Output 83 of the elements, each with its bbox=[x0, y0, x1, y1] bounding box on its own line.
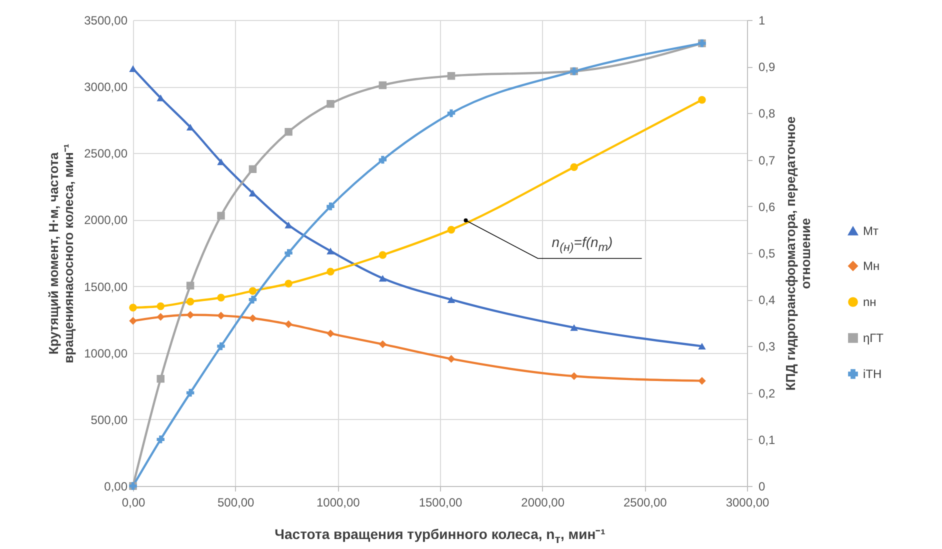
y2-axis-title: КПД гидротрансформатора, передаточное отношение bbox=[783, 116, 814, 391]
y2-tick-label: 0,6 bbox=[758, 200, 776, 214]
legend-label: ηГТ bbox=[863, 331, 884, 345]
point bbox=[129, 304, 137, 312]
x-tick-label: 1500,00 bbox=[418, 496, 463, 510]
point bbox=[217, 342, 225, 350]
legend-label: Мт bbox=[863, 224, 879, 238]
y-tick-label: 500,00 bbox=[90, 412, 128, 427]
y-axis-title: Крутящий момент, Н·м, частота вращениянасосного колеса, мин⁻¹ bbox=[46, 144, 76, 364]
y2-tick-label: 0,9 bbox=[758, 60, 776, 74]
x-axis-title: Частота вращения турбинного колеса, n$_{т}$, мин⁻¹ bbox=[274, 525, 606, 546]
point bbox=[698, 96, 706, 104]
x-tick-label: 500,00 bbox=[217, 496, 255, 510]
legend-label: nн bbox=[863, 295, 876, 309]
x-tick-label: 2000,00 bbox=[521, 496, 565, 510]
point bbox=[156, 436, 165, 444]
y-tick-label: 1500,00 bbox=[84, 280, 128, 294]
point bbox=[217, 158, 225, 166]
y-tick-label: 2500,00 bbox=[84, 146, 128, 161]
legend-label: iТН bbox=[863, 367, 882, 381]
point bbox=[570, 372, 578, 380]
point bbox=[186, 282, 194, 290]
annotation: n$_{(н)}$=f(n$_{т}$) bbox=[552, 234, 613, 254]
point bbox=[217, 312, 225, 320]
point bbox=[217, 212, 225, 220]
point bbox=[698, 376, 706, 385]
point bbox=[378, 251, 387, 259]
y2-tick-label: 0,3 bbox=[758, 340, 776, 354]
point bbox=[186, 311, 194, 319]
y2-tick-label: 0 bbox=[758, 480, 766, 494]
point bbox=[284, 128, 292, 136]
point bbox=[378, 81, 387, 90]
y2-tick-label: 0,5 bbox=[758, 246, 776, 260]
point bbox=[570, 163, 578, 171]
point bbox=[248, 165, 257, 173]
y2-tick-label: 1 bbox=[758, 14, 766, 28]
point bbox=[447, 296, 456, 303]
point bbox=[284, 280, 292, 288]
y2-tick-label: 0,1 bbox=[758, 432, 776, 447]
x-tick-label: 3000,00 bbox=[726, 496, 770, 510]
point bbox=[284, 320, 292, 328]
point bbox=[570, 324, 578, 331]
point bbox=[186, 298, 194, 306]
point bbox=[186, 388, 194, 397]
point bbox=[326, 268, 334, 276]
y-tick-label: 1000,00 bbox=[84, 346, 128, 360]
point bbox=[378, 340, 387, 348]
point bbox=[129, 317, 137, 325]
point bbox=[326, 100, 334, 108]
point bbox=[248, 287, 257, 295]
x-tick-label: 1000,00 bbox=[316, 496, 360, 510]
legend-label: Мн bbox=[863, 259, 880, 273]
point bbox=[248, 296, 257, 304]
point bbox=[378, 156, 387, 164]
point bbox=[156, 374, 165, 383]
point bbox=[447, 354, 456, 363]
point bbox=[378, 274, 387, 282]
point bbox=[447, 226, 456, 234]
point bbox=[156, 94, 165, 102]
point bbox=[326, 330, 334, 338]
point bbox=[284, 249, 292, 257]
point bbox=[129, 65, 137, 72]
y2-tick-label: 0,4 bbox=[758, 293, 776, 308]
point bbox=[447, 109, 456, 118]
y-tick-label: 2000,00 bbox=[84, 213, 128, 228]
point bbox=[447, 72, 456, 80]
x-tick-label: 0,00 bbox=[122, 496, 146, 510]
point bbox=[156, 302, 165, 310]
point bbox=[156, 313, 165, 321]
point bbox=[217, 294, 225, 302]
y-tick-label: 3500,00 bbox=[84, 14, 128, 28]
y2-tick-label: 0,7 bbox=[758, 153, 776, 168]
point bbox=[186, 124, 194, 131]
y2-tick-label: 0,8 bbox=[758, 106, 776, 121]
y-tick-label: 0,00 bbox=[104, 480, 128, 494]
point bbox=[698, 342, 706, 350]
x-tick-label: 2500,00 bbox=[623, 496, 668, 510]
point bbox=[326, 248, 334, 254]
y-tick-label: 3000,00 bbox=[84, 80, 128, 94]
y2-tick-label: 0,2 bbox=[758, 386, 776, 400]
point bbox=[326, 202, 334, 210]
point bbox=[248, 314, 257, 322]
point bbox=[284, 222, 292, 228]
